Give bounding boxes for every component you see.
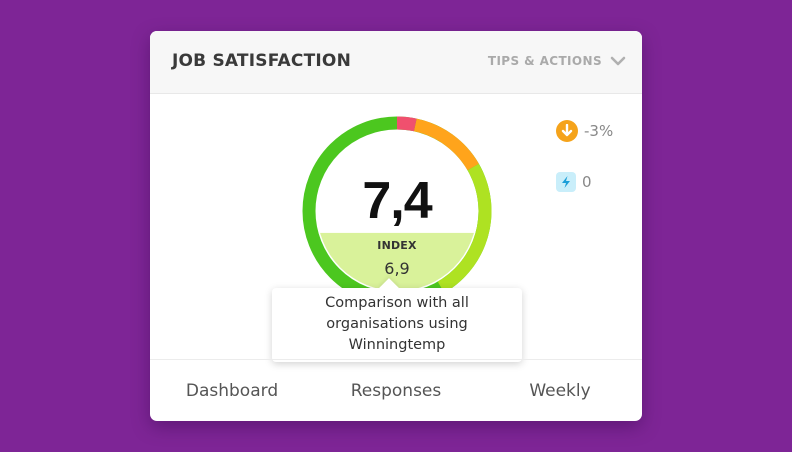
tips-actions-toggle[interactable]: TIPS & ACTIONS — [488, 53, 626, 69]
tips-actions-label: TIPS & ACTIONS — [487, 54, 602, 68]
trend-stat: -3% — [556, 120, 613, 142]
alerts-stat: 0 — [556, 172, 592, 192]
card-title: JOB SATISFACTION — [172, 51, 351, 71]
gauge-segment-lime — [437, 163, 492, 293]
arrow-down-icon — [556, 120, 578, 142]
tooltip-text: Comparison with all organisations using … — [325, 295, 469, 353]
gauge-segment-orange — [413, 118, 479, 171]
gauge-segment-red — [396, 116, 417, 132]
job-satisfaction-card: JOB SATISFACTION TIPS & ACTIONS 7,4 INDE… — [150, 31, 642, 421]
index-value: 7,4 — [362, 172, 432, 230]
tab-weekly[interactable]: Weekly — [529, 381, 591, 401]
tab-dashboard[interactable]: Dashboard — [185, 381, 279, 401]
alerts-value: 0 — [582, 173, 592, 191]
comparison-value: 6,9 — [384, 259, 410, 278]
tab-responses[interactable]: Responses — [350, 381, 442, 401]
chevron-down-icon — [610, 56, 626, 66]
lightning-icon — [556, 172, 576, 192]
card-header: JOB SATISFACTION TIPS & ACTIONS — [150, 31, 642, 94]
card-footer-tabs: Dashboard Responses Weekly — [150, 359, 642, 421]
trend-value: -3% — [584, 122, 614, 140]
index-label: INDEX — [377, 239, 417, 252]
comparison-tooltip: Comparison with all organisations using … — [272, 278, 522, 362]
